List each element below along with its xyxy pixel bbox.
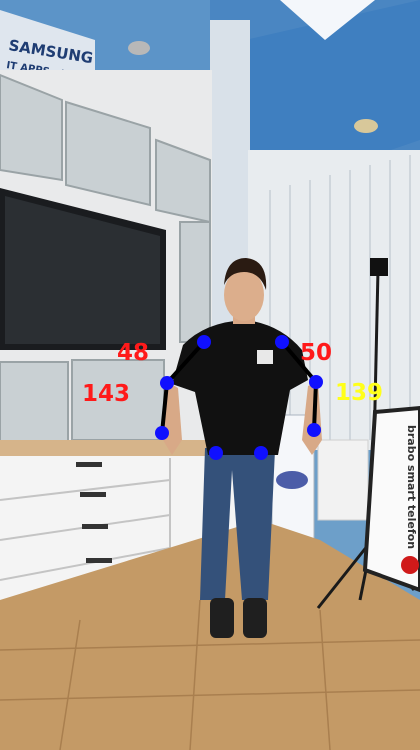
- left-upper-arm-limb: [165, 340, 206, 385]
- phone-on-tripod: [370, 258, 388, 276]
- left-hip-joint: [209, 446, 223, 460]
- right-hip-joint: [254, 446, 268, 460]
- right-elbow-joint: [309, 375, 323, 389]
- downlight: [128, 41, 150, 55]
- glass-cabinets: [0, 73, 211, 451]
- left-shoulder-joint: [197, 335, 211, 349]
- window-blinds: [269, 155, 411, 440]
- radiator: [317, 439, 369, 521]
- t-shirt: [172, 320, 308, 455]
- left-shoulder-angle: 143: [82, 381, 130, 407]
- right-wrist-joint: [307, 423, 321, 437]
- banner-text: brabo smart telefon: [405, 425, 418, 549]
- right-upper-arm-limb: [280, 340, 318, 384]
- right-elbow-angle: 50: [300, 340, 332, 366]
- head: [224, 269, 264, 321]
- roll-up-banner: [362, 405, 420, 593]
- right-shoulder-angle: 139: [335, 380, 383, 406]
- wooden-counter: [0, 440, 240, 458]
- left-wrist-joint: [155, 426, 169, 440]
- skeleton-limbs: [160, 340, 318, 434]
- right-forearm-limb: [312, 381, 318, 431]
- angle-labels: 48 50 143 139: [82, 340, 383, 407]
- left-elbow-angle: 48: [117, 340, 149, 366]
- left-forearm-limb: [160, 382, 169, 434]
- person: [160, 258, 322, 638]
- jeans: [200, 448, 275, 600]
- ceiling-light: [280, 0, 375, 40]
- skeleton-joints: [155, 335, 323, 460]
- downlight: [354, 119, 378, 133]
- right-shoulder-joint: [275, 335, 289, 349]
- left-elbow-joint: [160, 376, 174, 390]
